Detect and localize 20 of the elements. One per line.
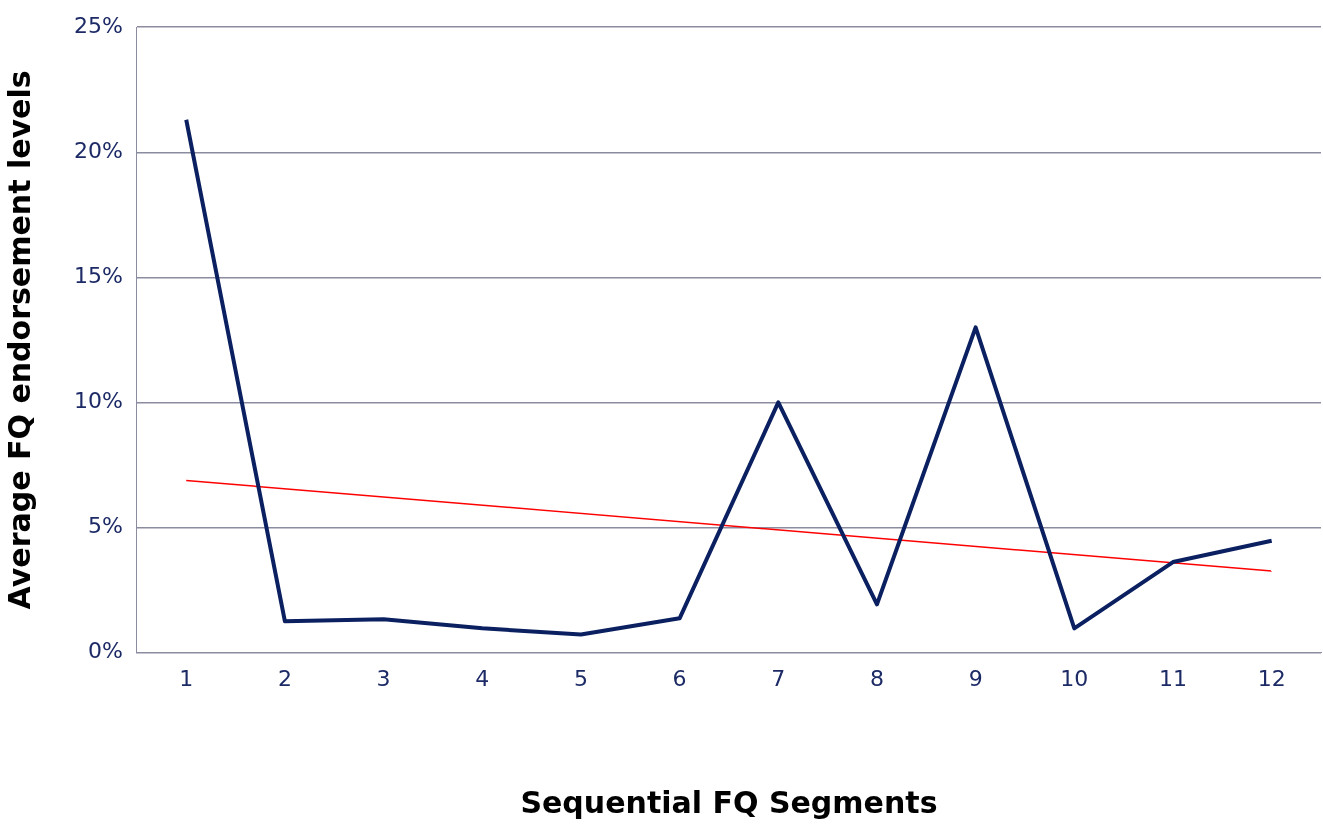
y-tick-label: 0% xyxy=(87,638,123,664)
x-tick-label: 7 xyxy=(771,665,786,691)
x-tick-label: 2 xyxy=(277,665,292,691)
x-tick-label: 9 xyxy=(968,665,983,691)
x-tick-label: 6 xyxy=(672,665,687,691)
x-tick-label: 4 xyxy=(475,665,490,691)
x-tick-label: 5 xyxy=(573,665,588,691)
x-tick-label: 11 xyxy=(1158,665,1187,691)
y-axis-title: Average FQ endorsement levels xyxy=(1,70,37,610)
x-axis-title: Sequential FQ Segments xyxy=(520,784,938,820)
x-tick-label: 12 xyxy=(1257,665,1286,691)
y-tick-label: 5% xyxy=(87,513,123,539)
x-tick-label: 1 xyxy=(179,665,194,691)
x-tick-label: 10 xyxy=(1060,665,1089,691)
y-tick-label: 20% xyxy=(73,138,123,163)
y-tick-label: 25% xyxy=(73,12,123,38)
y-tick-label: 10% xyxy=(73,388,123,414)
x-tick-label: 8 xyxy=(869,665,884,691)
y-tick-label: 15% xyxy=(73,263,123,289)
x-tick-label: 3 xyxy=(376,665,391,691)
